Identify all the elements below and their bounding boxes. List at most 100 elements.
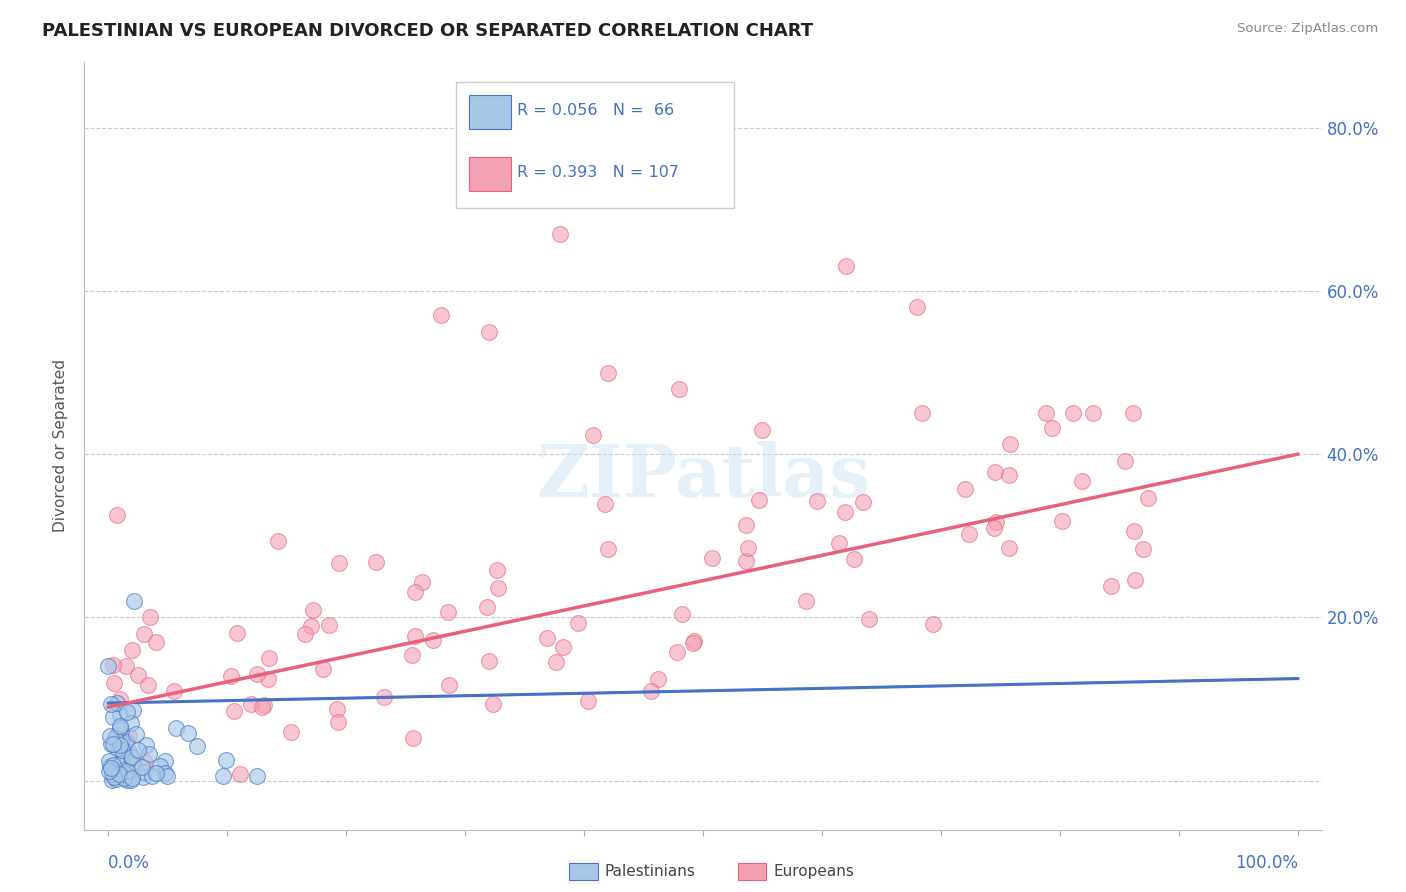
Point [683, 634, 706, 648]
Point [97, 754, 120, 768]
Point [149, 759, 172, 773]
Point [156, 769, 179, 783]
Point [222, 704, 245, 718]
Point [596, 542, 619, 557]
Text: R = 0.393   N = 107: R = 0.393 N = 107 [517, 165, 679, 179]
Point [404, 584, 426, 599]
Point [905, 300, 928, 314]
Point [108, 708, 131, 723]
Point [1035, 406, 1057, 420]
Point [806, 494, 828, 508]
Point [257, 651, 280, 665]
Point [998, 436, 1021, 450]
Point [215, 753, 238, 767]
Point [127, 667, 149, 681]
FancyBboxPatch shape [470, 157, 512, 191]
Point [145, 765, 167, 780]
Point [1114, 454, 1136, 468]
Point [100, 767, 122, 781]
Point [221, 669, 243, 683]
Point [253, 698, 276, 712]
Point [751, 423, 773, 437]
Point [132, 764, 155, 779]
Point [110, 735, 132, 749]
Point [111, 756, 134, 771]
Point [477, 655, 499, 669]
Point [1050, 514, 1073, 528]
Point [1062, 406, 1084, 420]
Point [326, 715, 349, 730]
Point [120, 750, 142, 764]
Point [401, 648, 423, 663]
Point [226, 626, 249, 640]
Point [1137, 491, 1160, 506]
Point [482, 698, 505, 712]
Point [921, 616, 943, 631]
Point [328, 556, 350, 570]
Point [1132, 541, 1154, 556]
Point [858, 612, 880, 626]
Point [794, 594, 817, 608]
Point [134, 754, 156, 768]
Point [108, 721, 131, 735]
Point [176, 726, 198, 740]
Point [100, 697, 122, 711]
Point [666, 645, 689, 659]
Point [318, 617, 340, 632]
Point [671, 607, 693, 621]
Point [98, 764, 121, 778]
Point [112, 745, 135, 759]
Point [110, 743, 132, 757]
Text: Europeans: Europeans [773, 864, 855, 879]
Point [1123, 573, 1146, 587]
Point [475, 599, 498, 614]
Point [121, 643, 143, 657]
Point [910, 406, 932, 420]
Point [145, 635, 167, 649]
Point [478, 325, 501, 339]
Point [682, 636, 704, 650]
Point [842, 552, 865, 566]
Point [546, 655, 568, 669]
Point [101, 758, 124, 772]
Point [404, 629, 426, 643]
Point [1040, 421, 1063, 435]
Point [735, 518, 758, 533]
Point [101, 772, 124, 787]
Point [104, 772, 127, 786]
Point [110, 719, 132, 733]
Point [105, 697, 128, 711]
Point [229, 766, 252, 780]
Point [120, 715, 142, 730]
Point [436, 605, 458, 619]
Point [115, 659, 138, 673]
Point [953, 483, 976, 497]
Point [108, 757, 131, 772]
Point [132, 770, 155, 784]
Point [411, 574, 433, 589]
Point [139, 610, 162, 624]
Point [97, 659, 120, 673]
Point [121, 750, 143, 764]
Point [124, 594, 146, 608]
Point [567, 616, 589, 631]
Point [103, 675, 125, 690]
Point [108, 767, 131, 781]
Point [98, 729, 121, 743]
Point [640, 684, 662, 698]
Point [735, 554, 758, 568]
FancyBboxPatch shape [470, 95, 512, 129]
Point [1099, 579, 1122, 593]
Point [163, 684, 186, 698]
Point [239, 697, 262, 711]
Point [103, 709, 125, 723]
Text: Palestinians: Palestinians [605, 864, 696, 879]
Point [828, 535, 851, 549]
Point [984, 515, 1007, 529]
Point [835, 260, 858, 274]
Point [983, 521, 1005, 535]
Text: ZIPatlas: ZIPatlas [536, 442, 870, 512]
Point [294, 627, 316, 641]
Point [485, 563, 508, 577]
Point [100, 737, 122, 751]
